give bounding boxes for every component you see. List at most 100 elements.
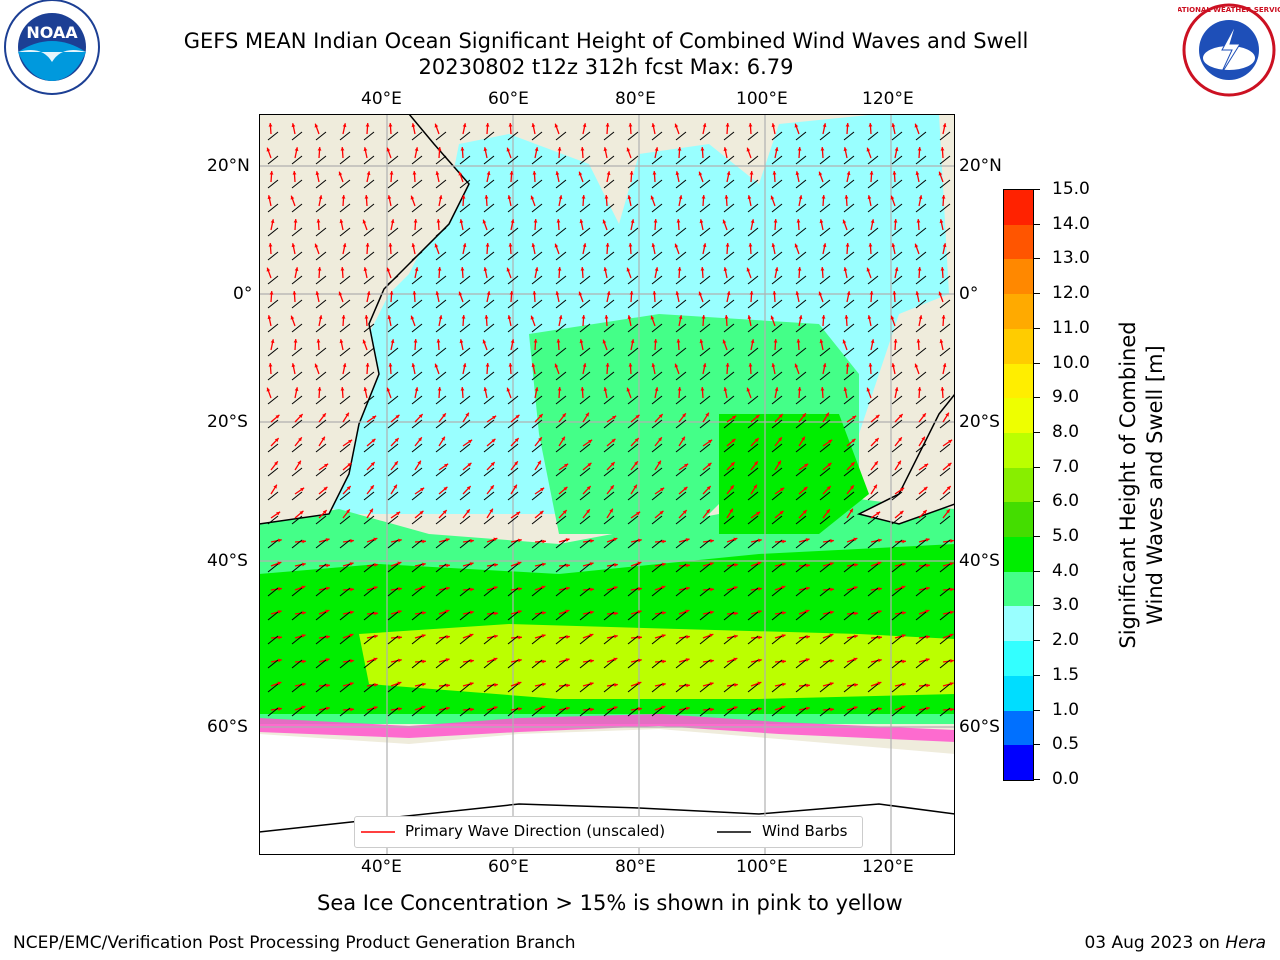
wave-direction-arrow [867, 511, 881, 525]
wind-barb [843, 395, 855, 405]
wind-barb [747, 419, 759, 429]
wave-direction-arrow [411, 682, 426, 693]
wave-direction-arrow [531, 659, 547, 669]
wave-direction-arrow [627, 362, 639, 381]
lat-label-left-60s: 60°S [207, 717, 248, 737]
wave-direction-arrow [747, 219, 759, 237]
wind-barb [891, 563, 903, 573]
wave-direction-arrow [794, 243, 807, 261]
wind-barb [915, 659, 927, 669]
wave-direction-arrow [267, 484, 279, 501]
wind-barb [771, 179, 783, 189]
wave-direction-arrow [891, 413, 904, 429]
wind-barb [819, 683, 831, 693]
colorbar-tick-label: 2.0 [1052, 630, 1080, 651]
wave-direction-arrow [843, 706, 858, 717]
wave-direction-arrow [699, 412, 711, 429]
wind-barb [579, 587, 591, 597]
lat-label-left-40s: 40°S [207, 551, 248, 571]
wave-direction-arrow [770, 195, 783, 213]
wave-direction-arrow [819, 539, 834, 549]
wind-barb [291, 395, 303, 405]
wave-direction-arrow [363, 634, 378, 645]
wind-barb [291, 203, 303, 213]
wave-direction-arrow [819, 219, 831, 237]
wind-barb [939, 635, 951, 645]
wave-direction-arrow [723, 291, 735, 309]
wave-direction-arrow [483, 147, 495, 165]
wind-barb [267, 251, 279, 261]
colorbar-segment [1004, 675, 1033, 711]
wind-barb [915, 323, 927, 333]
wave-direction-arrow [938, 291, 951, 309]
wave-direction-arrow [939, 339, 951, 357]
wind-barb [939, 659, 951, 669]
wind-barb [939, 347, 951, 357]
wave-direction-arrow [315, 171, 327, 189]
wind-barb [483, 155, 495, 165]
wave-direction-arrow [435, 315, 447, 333]
wind-barb [603, 323, 615, 333]
wave-direction-arrow [579, 508, 591, 525]
wind-barb [939, 371, 951, 381]
wave-direction-arrow [483, 171, 495, 189]
wave-direction-arrow [291, 611, 306, 621]
wind-barb [531, 587, 543, 597]
colorbar-segment [1004, 467, 1033, 503]
wind-barb [795, 395, 807, 405]
wave-direction-arrow [267, 538, 282, 549]
wave-direction-arrow [795, 195, 807, 213]
wave-direction-arrow [818, 291, 831, 309]
wave-direction-arrow [939, 633, 954, 645]
wave-direction-arrow [411, 611, 426, 621]
wave-direction-arrow [579, 339, 591, 357]
wave-direction-arrow [650, 195, 663, 213]
wind-barb [291, 539, 303, 549]
colorbar-tick-mark [1033, 327, 1040, 329]
colorbar-segment [1004, 328, 1033, 364]
wind-barb [603, 515, 615, 525]
wind-barb [483, 587, 495, 597]
wind-barb [603, 419, 615, 429]
wave-direction-arrow [771, 634, 786, 645]
wind-barb [915, 131, 927, 141]
wind-barb [627, 563, 639, 573]
wave-direction-arrow [939, 610, 954, 621]
lat-label-right-60s: 60°S [959, 717, 1000, 737]
wind-barb [627, 179, 639, 189]
wind-barb [891, 227, 903, 237]
wave-direction-arrow [459, 363, 471, 381]
wave-direction-arrow [915, 315, 927, 333]
wind-barb [627, 683, 639, 693]
wave-direction-arrow [939, 587, 955, 597]
wave-direction-arrow [482, 339, 495, 357]
wind-barb [315, 347, 327, 357]
wave-direction-arrow [506, 267, 519, 285]
wave-direction-arrow [843, 438, 856, 453]
wind-barb [939, 251, 951, 261]
wave-direction-arrow [507, 635, 523, 645]
wind-barb [675, 587, 687, 597]
wave-direction-arrow [386, 267, 399, 285]
wave-direction-arrow [722, 339, 735, 357]
wave-direction-arrow [459, 266, 471, 285]
wind-barb [579, 131, 591, 141]
colorbar-tick-mark [1033, 709, 1040, 711]
wave-direction-arrow [507, 484, 519, 501]
wave-direction-arrow [627, 587, 642, 597]
wind-barb [891, 419, 903, 429]
wind-barb [267, 275, 279, 285]
wind-barb [843, 251, 855, 261]
wind-barb [363, 563, 375, 573]
wind-barb [555, 155, 567, 165]
wave-direction-arrow [771, 562, 786, 573]
wind-barb [843, 587, 855, 597]
wave-direction-arrow [531, 585, 546, 597]
wave-direction-arrow [627, 195, 639, 213]
wind-barb [555, 563, 567, 573]
wave-direction-arrow [459, 682, 474, 693]
wind-barb [747, 251, 759, 261]
wind-barb [363, 155, 375, 165]
wind-barb [627, 155, 639, 165]
lon-label-top-100e: 100°E [736, 89, 788, 109]
